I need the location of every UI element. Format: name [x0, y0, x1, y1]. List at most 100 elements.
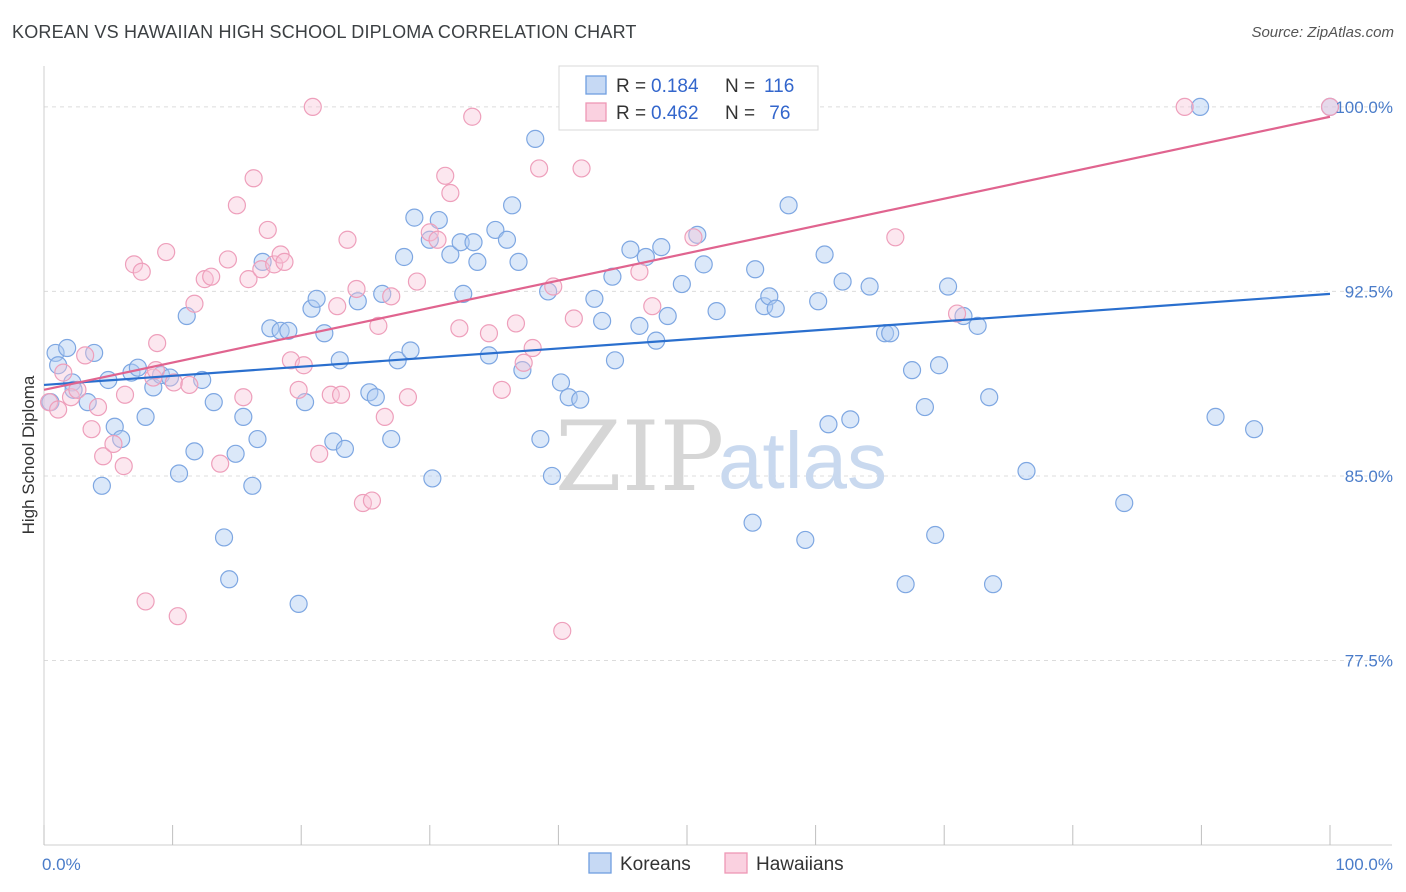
korean-point [746, 260, 765, 279]
korean-point [559, 388, 578, 407]
korean-point [441, 245, 460, 264]
hawaiian-point [450, 319, 469, 338]
trend-line-koreans [43, 292, 1331, 387]
korean-point [585, 289, 604, 308]
hawaiian-point [382, 287, 401, 306]
hawaiian-point [321, 385, 340, 404]
axes [43, 66, 1392, 846]
korean-point [938, 277, 958, 296]
korean-point [658, 306, 677, 326]
hawaiian-point [157, 242, 176, 262]
korean-point [315, 324, 334, 343]
hawaiian-point [132, 262, 151, 281]
hawaiian-point [492, 380, 511, 399]
korean-point [464, 233, 483, 252]
korean-point [420, 230, 439, 249]
korean-point [902, 361, 922, 380]
korean-point [542, 466, 562, 486]
korean-point [968, 316, 987, 335]
x-tick-label: 0.0% [42, 855, 81, 874]
korean-point [486, 220, 505, 240]
korean-point [394, 247, 414, 267]
y-tick-label: 100.0% [1335, 98, 1393, 117]
korean-point [226, 444, 245, 463]
korean-point [980, 388, 999, 407]
bottom-legend-hawaiians: Hawaiians [756, 854, 844, 875]
korean-point [136, 407, 155, 427]
korean-point [707, 302, 726, 321]
korean-point [755, 297, 774, 316]
korean-point [929, 356, 949, 375]
korean-point [743, 513, 762, 532]
korean-point [796, 530, 815, 550]
korean-point [621, 240, 640, 259]
korean-point [694, 255, 713, 274]
hawaiian-point [407, 272, 427, 291]
korean-point [652, 238, 671, 257]
korean-point [1206, 407, 1225, 427]
legend-r-value: 0.184 [651, 76, 699, 97]
hawaiian-point [643, 297, 662, 316]
hawaiian-point [164, 373, 183, 392]
legend-swatch-hawaiians [585, 102, 607, 122]
y-axis-label: High School Diploma [19, 375, 38, 534]
hawaiian-point [630, 262, 649, 281]
hawaiian-point [553, 621, 572, 641]
korean-point [405, 208, 424, 227]
hawaiian-point [310, 444, 329, 463]
hawaiian-point [506, 314, 526, 333]
hawaiian-point [227, 196, 246, 215]
korean-point [214, 528, 234, 547]
korean-point [58, 338, 77, 358]
y-tick-label: 92.5% [1345, 282, 1393, 301]
hawaiian-point [523, 338, 542, 358]
korean-point [1245, 420, 1264, 439]
legend-n-value: 116 [764, 76, 794, 97]
hawaiian-point [463, 107, 482, 126]
hawaiian-point [1320, 97, 1340, 117]
y-tick-label: 77.5% [1345, 651, 1393, 670]
hawaiian-point [303, 97, 322, 117]
korean-point [253, 252, 272, 272]
x-tick-label: 100.0% [1335, 855, 1393, 874]
korean-point [429, 210, 448, 230]
korean-point [451, 233, 470, 252]
korean-point [983, 575, 1003, 594]
korean-point [605, 351, 625, 370]
hawaiian-point [428, 230, 447, 249]
korean-point [766, 299, 785, 318]
hawaiian-point [436, 166, 455, 185]
korean-point [833, 272, 852, 291]
hawaiian-point [180, 375, 199, 395]
hawaiian-point [114, 457, 133, 476]
hawaiian-point [168, 607, 187, 626]
watermark: ZIP atlas [555, 401, 887, 513]
hawaiian-point [514, 353, 533, 372]
legend: R = 0.184 N = 116 R = 0.462 N = 76 [558, 65, 819, 131]
korean-point [220, 570, 239, 589]
korean-point [672, 274, 691, 294]
source-credit: Source: ZipAtlas.com [1251, 24, 1394, 41]
hawaiian-point [148, 333, 167, 353]
korean-point [169, 464, 189, 483]
legend-n-value: 76 [764, 103, 790, 124]
korean-point [248, 429, 267, 449]
korean-point [302, 299, 321, 318]
korean-point [479, 346, 499, 365]
hawaiian-point [76, 346, 95, 365]
korean-point [815, 245, 834, 264]
legend-r-label: R = [616, 76, 646, 97]
hawaiian-point [258, 220, 277, 240]
hawaiian-point [82, 420, 101, 439]
korean-point [92, 476, 111, 495]
hawaiian-point [289, 380, 308, 399]
y-tick-labels: 77.5% 85.0% 92.5% 100.0% [1335, 98, 1393, 671]
korean-point [454, 284, 473, 303]
hawaiian-point [347, 279, 366, 299]
korean-point [926, 525, 945, 545]
korean-point [64, 380, 83, 399]
hawaiian-point [362, 491, 382, 510]
trend-lines [43, 115, 1331, 391]
hawaiian-point [420, 223, 439, 242]
hawaiian-point [68, 380, 87, 399]
